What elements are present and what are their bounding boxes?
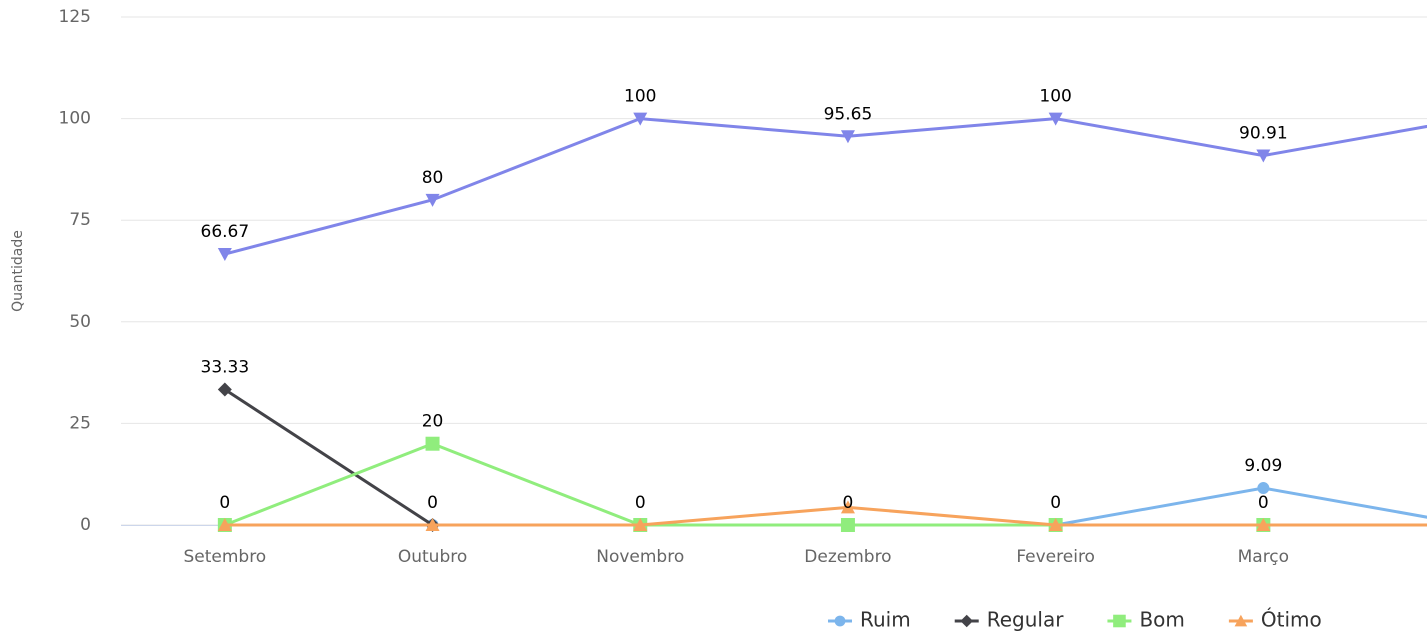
y-tick-label: 100	[59, 109, 91, 129]
y-tick-label: 0	[80, 515, 91, 535]
y-tick-label: 125	[59, 7, 91, 27]
marker	[1257, 482, 1270, 495]
data-label: 0	[1258, 493, 1269, 513]
marker	[1048, 518, 1063, 531]
data-label: 100	[624, 87, 656, 107]
marker	[425, 436, 440, 451]
x-tick-label: Setembro	[183, 547, 266, 567]
marker	[1256, 149, 1271, 163]
marker	[217, 248, 232, 262]
x-tick-label: Fevereiro	[1016, 547, 1095, 567]
data-label: 9.09	[1244, 456, 1282, 476]
legend-label: Regular	[987, 608, 1064, 632]
data-label: 0	[427, 493, 438, 513]
marker	[834, 615, 846, 627]
series-line	[224, 505, 1427, 527]
y-tick-label: 50	[69, 312, 91, 332]
marker	[1256, 518, 1271, 531]
data-label: 33.33	[201, 358, 250, 378]
data-label: 0	[635, 493, 646, 513]
x-tick-label: Novembro	[596, 547, 684, 567]
marker	[1234, 614, 1248, 627]
marker	[217, 382, 232, 397]
series	[217, 112, 1427, 262]
marker	[1048, 112, 1063, 126]
legend-label: Ruim	[860, 608, 911, 632]
marker	[840, 130, 855, 144]
x-tick-label: Dezembro	[804, 547, 891, 567]
marker	[425, 193, 440, 207]
data-label: 80	[422, 168, 444, 188]
legend-label: Bom	[1139, 608, 1184, 632]
series	[217, 436, 1427, 532]
data-label: 100	[1039, 87, 1071, 107]
marker	[1113, 614, 1126, 628]
marker	[425, 518, 440, 531]
y-axis-title: Quantidade	[10, 230, 26, 312]
marker	[217, 518, 232, 531]
series	[217, 500, 1427, 531]
data-label: 0	[843, 493, 854, 513]
data-label: 95.65	[824, 104, 873, 124]
data-label: 0	[219, 493, 230, 513]
y-tick-label: 25	[69, 413, 91, 433]
y-tick-label: 75	[69, 210, 91, 230]
marker	[633, 112, 648, 126]
marker	[840, 518, 855, 532]
data-label: 66.67	[201, 222, 250, 242]
marker	[633, 518, 648, 531]
marker	[960, 614, 974, 628]
data-label: 0	[1050, 493, 1061, 513]
x-tick-label: Março	[1238, 547, 1289, 567]
legend-label: Ótimo	[1261, 608, 1322, 632]
data-label: 90.91	[1239, 124, 1288, 144]
x-tick-label: Outubro	[398, 547, 467, 567]
marker	[840, 500, 855, 514]
data-label: 20	[422, 412, 444, 432]
